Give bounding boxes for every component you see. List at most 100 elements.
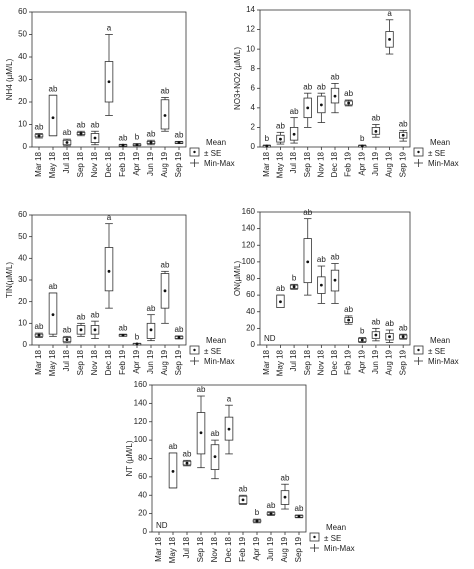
y-tick-label: 40 — [18, 253, 27, 262]
x-tick-label: Aug 19 — [280, 536, 289, 562]
group-letter: b — [292, 273, 297, 282]
x-tick-label: Aug 19 — [160, 349, 169, 375]
x-tick-label: Sep 18 — [76, 349, 85, 375]
group-letter: ab — [147, 129, 156, 138]
group-letter: ab — [183, 449, 192, 458]
group-letter: ab — [399, 119, 408, 128]
group-letter: ab — [331, 253, 340, 262]
group-letter: ab — [169, 442, 178, 451]
mean-dot — [255, 519, 259, 523]
y-tick-label: 40 — [138, 490, 147, 499]
x-tick-label: Feb 19 — [344, 151, 353, 176]
mean-dot — [93, 328, 97, 332]
group-letter: ab — [303, 208, 312, 217]
mean-dot — [388, 335, 391, 339]
legend-label: Mean — [430, 138, 450, 147]
y-tick-label: 10 — [246, 44, 255, 53]
legend-label: ± SE — [324, 534, 341, 543]
legend-dot — [417, 150, 420, 154]
mean-dot — [177, 141, 181, 144]
x-tick-label: Sep 18 — [303, 151, 312, 177]
mean-dot — [292, 132, 296, 136]
mean-dot — [37, 333, 41, 337]
mean-dot — [297, 514, 301, 518]
y-axis-label: NO3+NO2 (µM/L) — [233, 47, 242, 110]
group-letter: ab — [344, 89, 353, 98]
mean-dot — [149, 141, 153, 144]
group-letter: ab — [161, 260, 170, 269]
x-tick-label: Jun 19 — [371, 151, 380, 176]
mean-dot — [227, 427, 231, 431]
legend-label: Min-Max — [324, 544, 355, 553]
group-letter: ab — [91, 310, 100, 319]
x-tick-label: Apr 19 — [357, 349, 366, 373]
group-letter: ab — [290, 107, 299, 116]
mean-dot — [171, 469, 175, 473]
group-letter: b — [360, 327, 365, 336]
x-tick-label: Mar 18 — [34, 151, 43, 176]
group-letter: ab — [49, 84, 58, 93]
group-letter: b — [265, 134, 270, 143]
mean-dot — [374, 129, 378, 133]
legend-label: ± SE — [204, 347, 221, 356]
x-tick-label: Sep 19 — [398, 151, 407, 177]
x-tick-label: Sep 18 — [303, 349, 312, 375]
mean-dot — [177, 336, 181, 339]
y-tick-label: 40 — [246, 307, 255, 316]
x-tick-label: Aug 19 — [160, 151, 169, 177]
x-tick-label: Apr 19 — [252, 536, 261, 560]
group-letter: ab — [175, 325, 184, 334]
y-tick-label: 0 — [251, 340, 256, 349]
x-tick-label: Dec 18 — [104, 349, 113, 375]
mean-dot — [107, 80, 111, 84]
group-letter: b — [135, 332, 140, 341]
y-tick-label: 0 — [251, 142, 256, 151]
x-tick-label: Jun 19 — [146, 151, 155, 176]
y-tick-label: 2 — [251, 123, 256, 132]
mean-dot — [360, 144, 364, 148]
y-tick-label: 0 — [143, 527, 148, 536]
mean-dot — [65, 338, 69, 341]
group-letter: ab — [63, 128, 72, 137]
mean-dot — [306, 106, 310, 110]
mean-dot — [213, 455, 217, 459]
group-letter: b — [360, 134, 365, 143]
y-tick-label: 20 — [246, 323, 255, 332]
y-tick-label: 4 — [251, 103, 256, 112]
y-axis-label: TIN(µM/L) — [5, 262, 14, 298]
group-letter: ab — [77, 120, 86, 129]
y-tick-label: 100 — [134, 435, 148, 444]
y-tick-label: 8 — [251, 64, 256, 73]
mean-dot — [269, 512, 273, 516]
legend-label: Min-Max — [204, 357, 235, 366]
y-tick-label: 20 — [138, 509, 147, 518]
y-tick-label: 14 — [246, 5, 255, 14]
x-tick-label: Apr 19 — [132, 151, 141, 175]
x-tick-label: Feb 19 — [344, 349, 353, 374]
x-tick-label: Sep 18 — [76, 151, 85, 177]
y-tick-label: 0 — [23, 340, 28, 349]
mean-dot — [65, 141, 69, 144]
mean-dot — [79, 132, 83, 135]
x-tick-label: May 18 — [276, 349, 285, 376]
y-tick-label: 100 — [242, 257, 256, 266]
y-tick-label: 160 — [134, 380, 148, 389]
x-tick-label: Dec 18 — [330, 151, 339, 177]
group-letter: ab — [161, 87, 170, 96]
legend-dot — [193, 348, 196, 352]
y-tick-label: 140 — [134, 398, 148, 407]
group-letter: a — [227, 394, 232, 403]
group-letter: ab — [35, 322, 44, 331]
legend-dot — [313, 535, 316, 539]
group-letter: ab — [385, 319, 394, 328]
legend-label: ± SE — [428, 149, 445, 158]
y-tick-label: 60 — [246, 290, 255, 299]
group-letter: ab — [399, 323, 408, 332]
legend-label: Min-Max — [204, 159, 235, 168]
mean-dot — [135, 143, 139, 147]
group-letter: ab — [317, 82, 326, 91]
mean-dot — [79, 328, 83, 332]
group-letter: ab — [77, 312, 86, 321]
mean-dot — [51, 313, 55, 317]
mean-dot — [347, 318, 351, 322]
